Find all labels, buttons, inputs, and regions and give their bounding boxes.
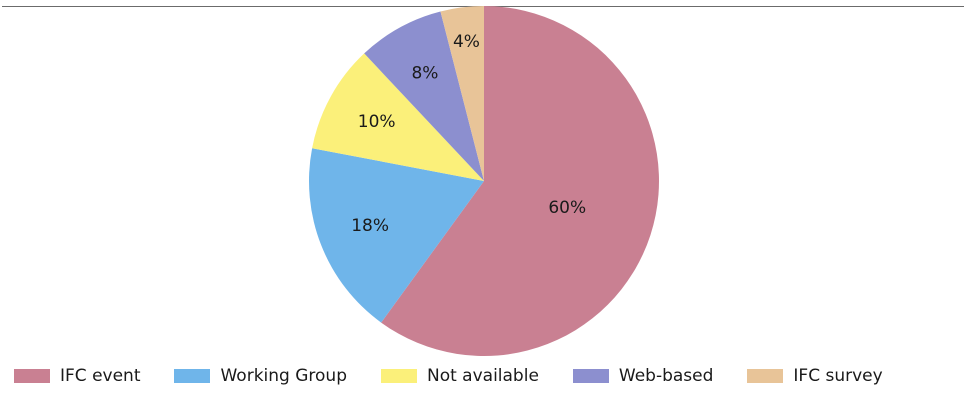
legend-label: Not available [426,366,539,386]
legend-label: IFC event [60,366,141,386]
slice-label-working-group: 18% [351,216,389,236]
legend-swatch [380,369,417,383]
pie-slice-not-available [312,53,484,181]
legend-item-ifc-event: IFC event [14,366,140,386]
legend-swatch [14,369,50,383]
slice-label-not-available: 10% [358,112,396,132]
pie-slice-ifc-survey [440,6,484,181]
slice-label-ifc-survey: 4% [453,32,480,52]
legend-swatch [572,369,609,383]
pie-slice-web-based [364,11,484,182]
legend-swatch [174,369,211,383]
legend-label: Web-based [618,366,714,386]
legend-item-not-available: Not available [380,366,539,386]
legend-swatch [747,369,784,383]
legend-label: IFC survey [793,366,883,386]
legend-label: Working Group [220,366,347,386]
slice-label-ifc-event: 60% [548,198,586,218]
legend-item-ifc-survey: IFC survey [747,366,883,386]
pie-slice-ifc-event [381,6,659,356]
pie-slice-working-group [308,148,484,323]
slice-label-web-based: 8% [411,64,438,84]
legend: IFC event Working Group Not available Web-b… [14,366,883,386]
legend-item-web-based: Web-based [572,366,714,386]
legend-item-working-group: Working Group [174,366,347,386]
